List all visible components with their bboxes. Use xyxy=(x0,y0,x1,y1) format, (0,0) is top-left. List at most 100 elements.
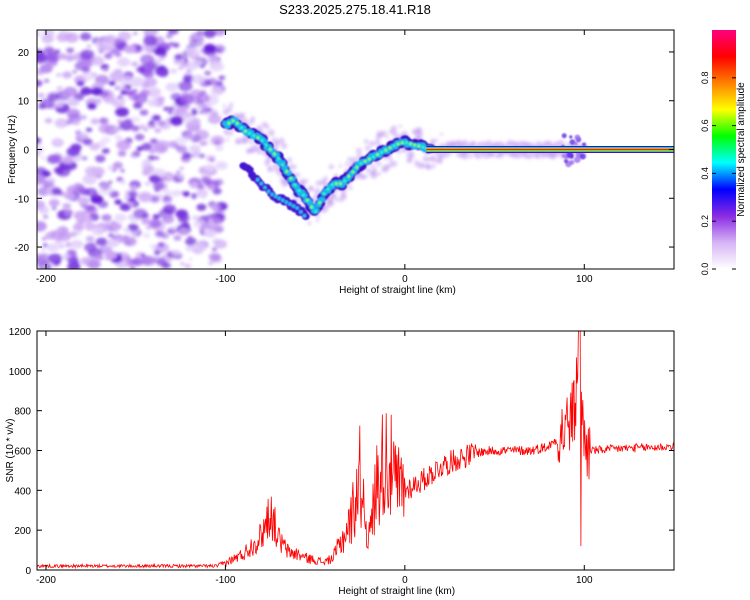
track-core xyxy=(268,147,272,152)
halo-blob xyxy=(430,139,436,145)
track-core xyxy=(380,150,384,154)
noise-blob xyxy=(120,89,128,96)
noise-blob xyxy=(77,196,90,206)
noise-blob xyxy=(171,249,182,257)
noise-blob xyxy=(80,49,95,60)
noise-blob xyxy=(162,214,175,224)
halo-blob xyxy=(238,112,246,119)
noise-blob xyxy=(203,43,217,53)
noise-blob xyxy=(90,118,100,125)
track-core xyxy=(318,201,322,205)
halo-blob xyxy=(365,145,371,152)
noise-blob xyxy=(195,93,210,104)
noise-blob xyxy=(182,152,192,159)
track-mid xyxy=(318,196,326,203)
y-tick-label: 800 xyxy=(14,407,31,418)
noise-blob xyxy=(114,95,126,104)
noise-blob xyxy=(72,70,77,74)
noise-blob xyxy=(141,142,153,151)
noise-blob xyxy=(181,63,189,68)
noise-blob xyxy=(163,106,169,111)
track-core xyxy=(239,126,243,130)
signal-track xyxy=(220,115,586,220)
track-core xyxy=(248,131,252,135)
noise-blob xyxy=(62,71,73,79)
y-axis-label: SNR (10 * v/v) xyxy=(5,419,16,483)
secondary-core xyxy=(295,206,300,210)
noise-blob xyxy=(218,75,226,81)
noise-blob xyxy=(97,200,109,209)
noise-blob xyxy=(82,174,97,185)
noise-blob xyxy=(41,237,47,241)
track-core xyxy=(264,143,268,147)
noise-blob xyxy=(139,109,149,116)
y-tick-label: 10 xyxy=(18,97,30,108)
noise-blob xyxy=(169,116,184,126)
halo-blob xyxy=(475,153,482,160)
halo-blob xyxy=(438,152,446,160)
y-tick-label: 200 xyxy=(14,526,31,537)
noise-blob xyxy=(51,206,57,210)
noise-blob xyxy=(81,156,88,161)
halo-blob xyxy=(248,118,255,125)
track-core xyxy=(301,193,305,197)
noise-blob xyxy=(163,189,172,196)
noise-blob xyxy=(155,230,164,237)
noise-blob xyxy=(86,44,92,48)
noise-blob xyxy=(151,114,161,122)
y-tick-label: 0 xyxy=(23,146,29,157)
noise-blob xyxy=(67,97,80,107)
noise-blob xyxy=(81,66,91,73)
noise-blob xyxy=(74,117,81,122)
noise-blob xyxy=(87,102,97,110)
track-core xyxy=(260,138,264,143)
halo-blob xyxy=(322,176,329,182)
halo-blob xyxy=(391,161,398,167)
x-tick-label: -100 xyxy=(215,274,235,285)
halo-blob xyxy=(364,174,368,178)
track-core xyxy=(289,176,293,180)
noise-blob xyxy=(148,174,161,183)
noise-blob xyxy=(191,60,202,68)
noise-blob xyxy=(169,68,178,74)
noise-blob xyxy=(37,147,45,153)
noise-blob xyxy=(141,255,156,266)
noise-blob xyxy=(119,203,131,212)
noise-blob xyxy=(95,237,108,246)
noise-blob xyxy=(108,233,114,238)
noise-blob xyxy=(80,115,87,120)
noise-blob xyxy=(37,31,41,37)
noise-blob xyxy=(46,52,60,63)
noise-blob xyxy=(78,131,90,140)
noise-blob xyxy=(83,242,97,252)
secondary-core xyxy=(255,177,260,182)
noise-blob xyxy=(76,80,85,87)
colorbar: 0.0 0.2 0.4 0.6 0.8 Normalized spectral ampli… xyxy=(700,30,747,275)
noise-blob xyxy=(138,191,153,203)
noise-blob xyxy=(135,251,146,259)
noise-blob xyxy=(54,118,68,128)
noise-blob xyxy=(112,161,123,169)
noise-blob xyxy=(44,117,53,124)
noise-blob xyxy=(166,227,177,235)
noise-blob xyxy=(104,239,117,248)
noise-blob xyxy=(37,79,43,87)
noise-blob xyxy=(91,87,103,96)
noise-blob xyxy=(82,216,93,224)
noise-blob xyxy=(37,92,45,98)
halo-blob xyxy=(434,138,439,142)
halo-blob xyxy=(296,172,301,177)
noise-blob xyxy=(154,128,162,133)
secondary-core xyxy=(284,200,289,204)
noise-blob xyxy=(53,260,61,266)
noise-blob xyxy=(85,127,93,133)
y-tick-label: 20 xyxy=(18,48,30,59)
halo-blob xyxy=(267,166,274,173)
track-core xyxy=(404,141,409,145)
x-tick-label: 0 xyxy=(402,274,408,285)
noise-blob xyxy=(216,48,221,53)
halo-blob xyxy=(431,164,436,168)
noise-blob xyxy=(79,257,90,265)
track-core xyxy=(343,179,347,183)
